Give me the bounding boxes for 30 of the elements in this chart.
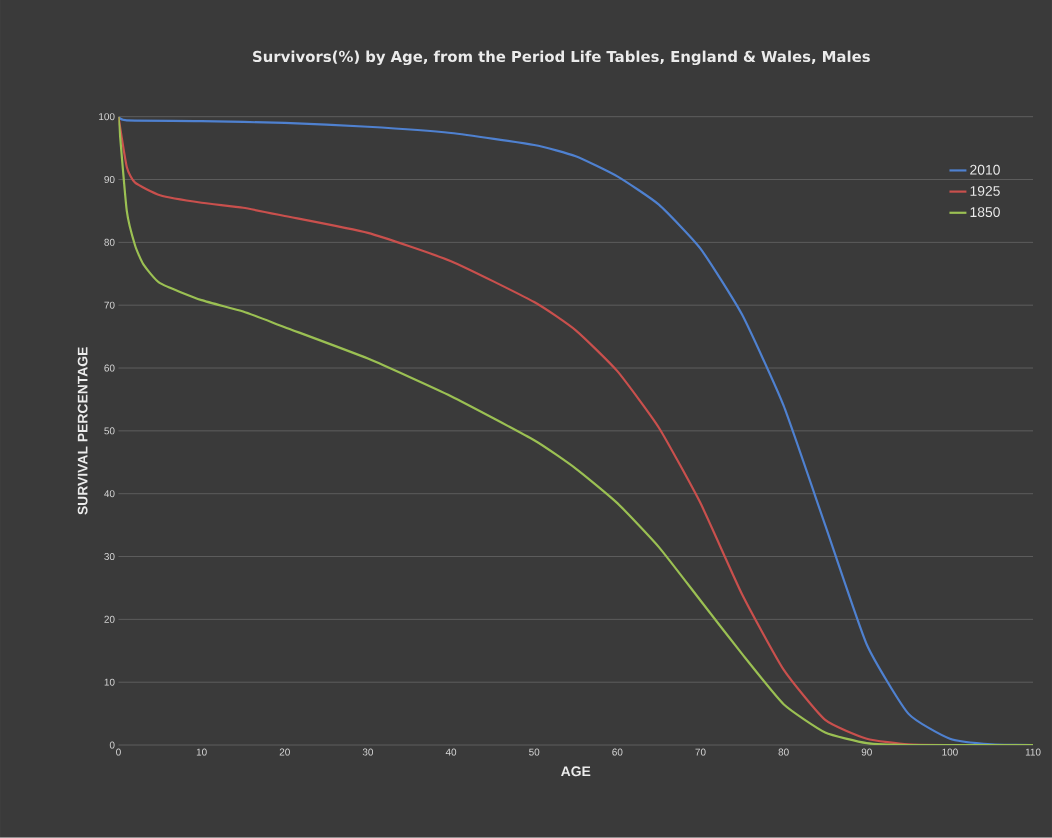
chart-title: Survivors(%) by Age, from the Period Life Tables, England & Wales, Males	[253, 50, 870, 66]
y-tick-label: 40	[104, 490, 115, 498]
x-tick-label: 80	[778, 748, 789, 756]
x-tick-label: 0	[116, 748, 121, 756]
legend-label: 1925	[970, 186, 1000, 196]
x-tick-label: 70	[695, 748, 706, 756]
x-tick-label: 20	[279, 748, 290, 756]
legend-label: 2010	[970, 164, 1000, 175]
x-tick-label: 90	[861, 748, 872, 756]
y-tick-label: 90	[104, 176, 115, 184]
y-tick-label: 80	[104, 238, 115, 246]
x-tick-label: 40	[445, 748, 457, 756]
y-axis-title: SURVIVAL PERCENTAGE	[77, 347, 88, 515]
x-tick-label: 100	[942, 748, 958, 756]
legend-label: 1850	[970, 207, 1000, 218]
line-series	[118, 116, 1034, 746]
x-tick-label: 10	[196, 748, 207, 756]
y-tick-label: 70	[104, 301, 115, 309]
y-tick-label: 60	[104, 364, 115, 372]
y-tick-label: 10	[104, 678, 115, 686]
x-tick-label: 60	[612, 748, 623, 756]
x-tick-label: 50	[529, 748, 540, 756]
y-tick-label: 0	[109, 741, 115, 749]
y-tick-label: 30	[104, 553, 115, 561]
x-tick-label: 110	[1025, 748, 1041, 756]
x-tick-label: 30	[362, 748, 374, 756]
y-tick-label: 20	[104, 615, 115, 623]
y-tick-label: 100	[99, 113, 115, 121]
x-axis-title: AGE	[561, 766, 591, 777]
y-tick-label: 50	[104, 427, 115, 435]
